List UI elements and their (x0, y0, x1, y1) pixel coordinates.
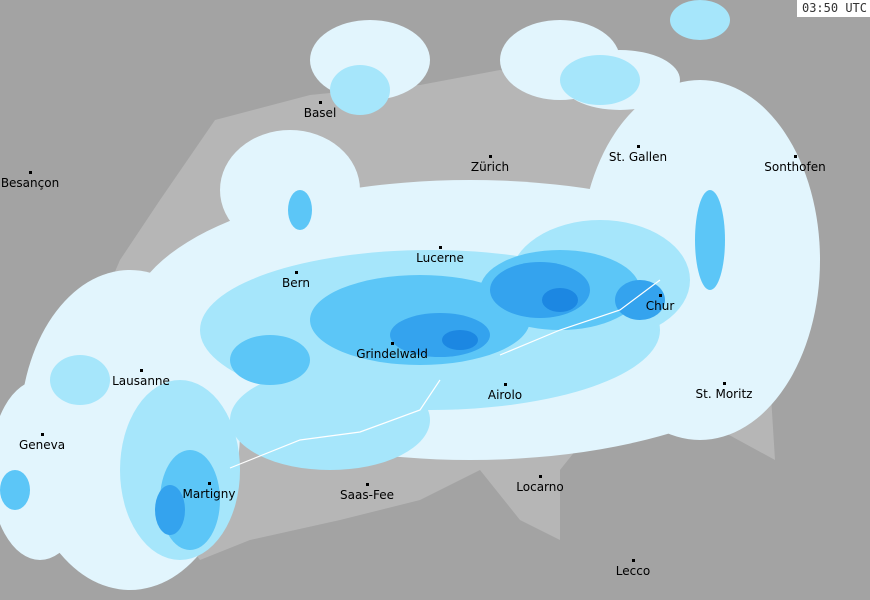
precip-cell-level-3 (695, 190, 725, 290)
precip-cell-level-5 (442, 330, 478, 350)
city-label: Lausanne (112, 374, 170, 388)
city-label: Martigny (182, 487, 236, 501)
timestamp-label: 03:50 UTC (796, 0, 870, 17)
precip-cell-level-4 (490, 262, 590, 318)
city-marker (208, 482, 211, 485)
precip-cell-level-5 (542, 288, 578, 312)
city-label: Locarno (516, 480, 564, 494)
precipitation-layer (0, 0, 820, 590)
city-label: Lecco (615, 564, 651, 578)
city-marker (723, 382, 726, 385)
city-label: Chur (645, 299, 675, 313)
city-marker (504, 383, 507, 386)
city-marker (539, 475, 542, 478)
precip-cell-level-2 (230, 370, 430, 470)
city-label: St. Moritz (695, 387, 753, 401)
city-marker (659, 294, 662, 297)
city-label: Bern (282, 276, 310, 290)
precip-cell-level-4 (615, 280, 665, 320)
city-label: Sonthofen (764, 160, 826, 174)
city-label: Grindelwald (356, 347, 428, 361)
city-label: Basel (303, 106, 337, 120)
city-marker (295, 271, 298, 274)
precip-cell-level-4 (155, 485, 185, 535)
city-marker (439, 246, 442, 249)
city-marker (391, 342, 394, 345)
city-marker (632, 559, 635, 562)
precip-cell-level-2 (670, 0, 730, 40)
precip-cell-level-1 (0, 380, 90, 560)
city-marker (319, 101, 322, 104)
city-label: Geneva (18, 438, 66, 452)
city-marker (489, 155, 492, 158)
city-marker (637, 145, 640, 148)
city-marker (29, 171, 32, 174)
city-label: Zürich (470, 160, 510, 174)
city-marker (794, 155, 797, 158)
precip-cell-level-2 (330, 65, 390, 115)
border-line (229, 279, 661, 469)
city-marker (41, 433, 44, 436)
city-label: Airolo (487, 388, 523, 402)
precip-cell-level-2 (560, 55, 640, 105)
city-label: St. Gallen (608, 150, 668, 164)
precip-cell-level-3 (0, 470, 30, 510)
precip-cell-level-3 (288, 190, 312, 230)
city-label: Besançon (0, 176, 60, 190)
precip-cell-level-3 (230, 335, 310, 385)
city-label: Lucerne (416, 251, 464, 265)
city-label: Saas-Fee (340, 488, 394, 502)
city-marker (366, 483, 369, 486)
precip-cell-level-1 (220, 130, 360, 250)
precip-cell-level-2 (50, 355, 110, 405)
city-marker (140, 369, 143, 372)
